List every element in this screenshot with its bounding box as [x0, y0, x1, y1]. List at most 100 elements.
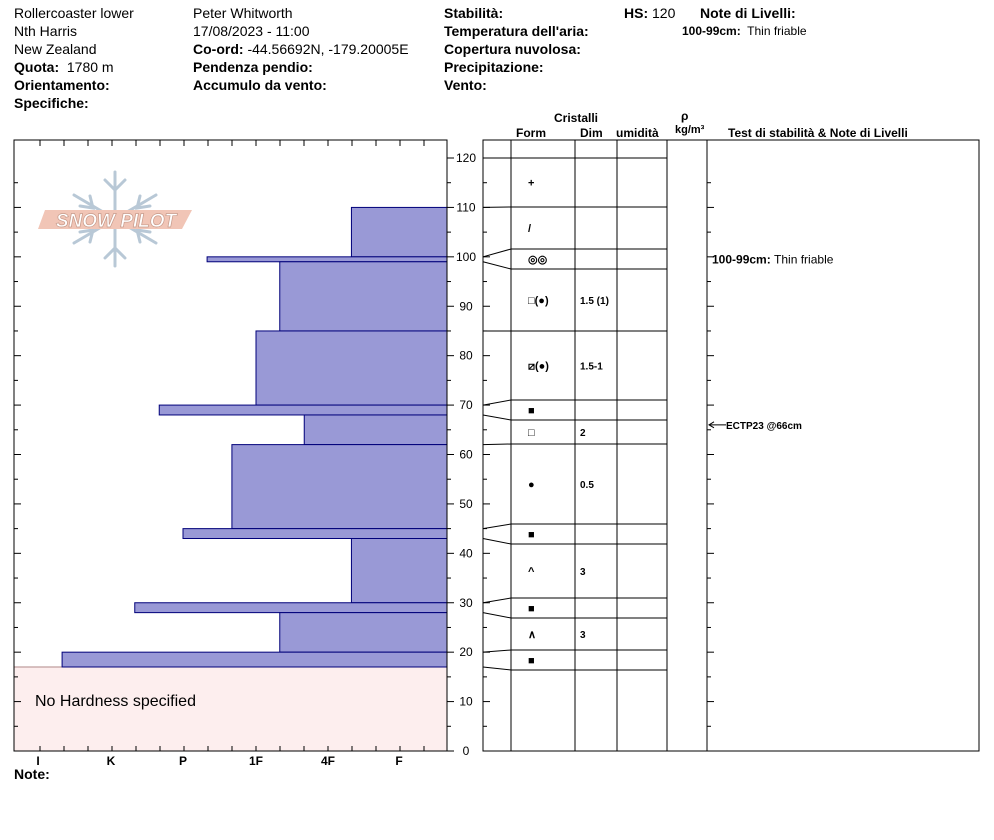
stability-test-label: ECTP23 @66cm: [726, 421, 802, 432]
crystal-size-label: 1.5 (1): [580, 296, 609, 307]
depth-tick-label: 50: [459, 497, 473, 511]
crystal-form-symbol: ⧄(●): [528, 361, 549, 373]
layer-note: 100-99cm: Thin friable: [712, 252, 834, 266]
depth-tick-label: 120: [456, 151, 476, 165]
location-line2: Nth Harris: [14, 23, 78, 39]
crystal-form-symbol: /: [528, 223, 531, 235]
hardness-bar: [350, 538, 448, 604]
location-line3: New Zealand: [14, 41, 97, 57]
layer-connector: [482, 443, 512, 446]
precip-label: Precipitazione:: [444, 59, 544, 75]
crystals-header: Cristalli: [554, 111, 599, 125]
depth-tick-label: 20: [459, 645, 473, 659]
crystal-form-symbol: ■: [528, 405, 535, 417]
observer: Peter Whitworth: [193, 5, 293, 21]
depth-tick-label: 80: [459, 349, 473, 363]
crystal-form-symbol: ■: [528, 603, 535, 615]
hardness-tick-label: K: [107, 754, 116, 768]
hardness-bar: [279, 612, 448, 653]
depth-tick-label: 110: [456, 200, 475, 214]
header-layer-note-range: 100-99cm:: [682, 24, 741, 38]
crystal-size-label: 0.5: [580, 480, 594, 491]
hardness-frame: [13, 139, 448, 752]
form-header: Form: [516, 126, 546, 140]
layer-notes-label: Note di Livelli:: [700, 5, 796, 21]
hardness-bar: [134, 602, 448, 614]
cloud-label: Copertura nuvolosa:: [444, 41, 581, 57]
layer-connector: [482, 414, 512, 421]
crystal-form-symbol: +: [528, 178, 534, 190]
no-hardness-region: [13, 666, 448, 752]
crystal-form-symbol: ∧: [528, 629, 536, 641]
crystal-size-label: 3: [580, 567, 586, 578]
hardness-bar: [303, 414, 448, 446]
snowpilot-logo: SNOW PILOT: [38, 170, 192, 268]
crystal-form-symbol: □: [528, 427, 535, 439]
crystal-form-symbol: ^: [528, 566, 535, 578]
header-layer-note: 100-99cm: Thin friable: [682, 24, 807, 38]
specifics-label: Specifiche:: [14, 95, 89, 111]
crystal-size-label: 2: [580, 428, 586, 439]
hardness-bar: [206, 256, 448, 263]
hs-label: HS:: [624, 5, 649, 21]
depth-tick-label: 60: [459, 448, 473, 462]
elevation-value: 1780 m: [66, 59, 114, 75]
layer-connector: [482, 538, 512, 545]
layer-connector: [482, 597, 512, 604]
note-label: Note:: [14, 766, 50, 782]
crystal-form-symbol: ■: [528, 529, 535, 541]
hardness-tick-label: I: [36, 754, 39, 768]
logo-text: SNOW PILOT: [56, 211, 178, 232]
depth-tick-label: 30: [459, 596, 473, 610]
wind-loading-label: Accumulo da vento:: [193, 77, 327, 93]
coord-label: Co-ord:: [193, 41, 244, 57]
depth-tick-label: 10: [459, 695, 473, 709]
layer-note-text: Thin friable: [774, 252, 834, 266]
elevation: Quota: 1780 m: [14, 59, 114, 75]
hardness-bar: [182, 528, 448, 540]
depth-tick-label: 0: [463, 744, 470, 758]
layer-connector: [482, 399, 512, 406]
hardness-bar: [279, 261, 448, 332]
snow-height: HS: 120: [624, 5, 675, 21]
hardness-tick-label: 4F: [321, 754, 335, 768]
location-line1: Rollercoaster lower: [14, 5, 134, 21]
moisture-header: umidità: [616, 126, 659, 140]
slope-label: Pendenza pendio:: [193, 59, 313, 75]
layer-connector: [482, 248, 512, 258]
depth-tick-label: 90: [459, 299, 473, 313]
layer-note-range: 100-99cm:: [712, 252, 774, 266]
hardness-bar: [231, 444, 448, 530]
stability-notes-header: Test di stabilità & Note di Livelli: [728, 126, 908, 140]
datetime: 17/08/2023 - 11:00: [193, 23, 310, 39]
layer-connector: [482, 666, 512, 671]
coordinates: Co-ord: -44.56692N, -179.20005E: [193, 41, 409, 57]
layer-connector: [482, 523, 512, 530]
hardness-bar: [350, 206, 448, 258]
stability-label: Stabilità:: [444, 5, 504, 21]
depth-tick-label: 40: [459, 546, 473, 560]
air-temp-label: Temperatura dell'aria:: [444, 23, 589, 39]
layer-connector: [482, 649, 512, 653]
crystal-form-symbol: ◎◎: [528, 254, 548, 266]
hardness-tick-label: 1F: [249, 754, 263, 768]
hs-value: 120: [652, 5, 676, 21]
layer-connector: [482, 261, 512, 270]
wind-label: Vento:: [444, 77, 487, 93]
crystal-frame: [482, 139, 980, 752]
hardness-bar: [61, 651, 448, 668]
depth-tick-label: 100: [456, 250, 476, 264]
rho-header: ρ: [681, 109, 689, 123]
crystal-form-symbol: ■: [528, 655, 535, 667]
dim-header: Dim: [580, 126, 603, 140]
crystal-form-symbol: ●: [528, 479, 535, 491]
header-layer-note-text: Thin friable: [747, 24, 807, 38]
hardness-tick-label: P: [179, 754, 187, 768]
crystal-size-label: 1.5-1: [580, 362, 603, 373]
hardness-bar: [255, 330, 448, 406]
density-unit-header: kg/m³: [675, 124, 705, 136]
elevation-label: Quota:: [14, 59, 60, 75]
hardness-bar: [158, 404, 448, 416]
crystal-size-label: 3: [580, 630, 586, 641]
